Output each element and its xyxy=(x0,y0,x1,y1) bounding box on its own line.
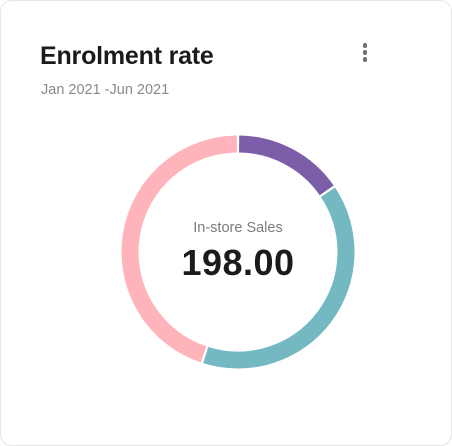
kebab-dot xyxy=(362,57,367,62)
donut-chart: In-store Sales 198.00 xyxy=(118,132,358,372)
donut-segment-3[interactable] xyxy=(121,135,238,363)
donut-svg xyxy=(121,135,355,369)
donut-segment-1[interactable] xyxy=(238,135,334,196)
more-vertical-icon[interactable] xyxy=(353,39,377,67)
kebab-dot xyxy=(362,43,367,48)
card-title: Enrolment rate xyxy=(40,42,214,70)
card-date-range: Jan 2021 -Jun 2021 xyxy=(41,82,170,98)
kebab-dot xyxy=(362,50,367,55)
donut-segment-2[interactable] xyxy=(203,187,355,369)
center-value: 198.00 xyxy=(181,242,295,283)
center-label: In-store Sales xyxy=(193,220,283,236)
